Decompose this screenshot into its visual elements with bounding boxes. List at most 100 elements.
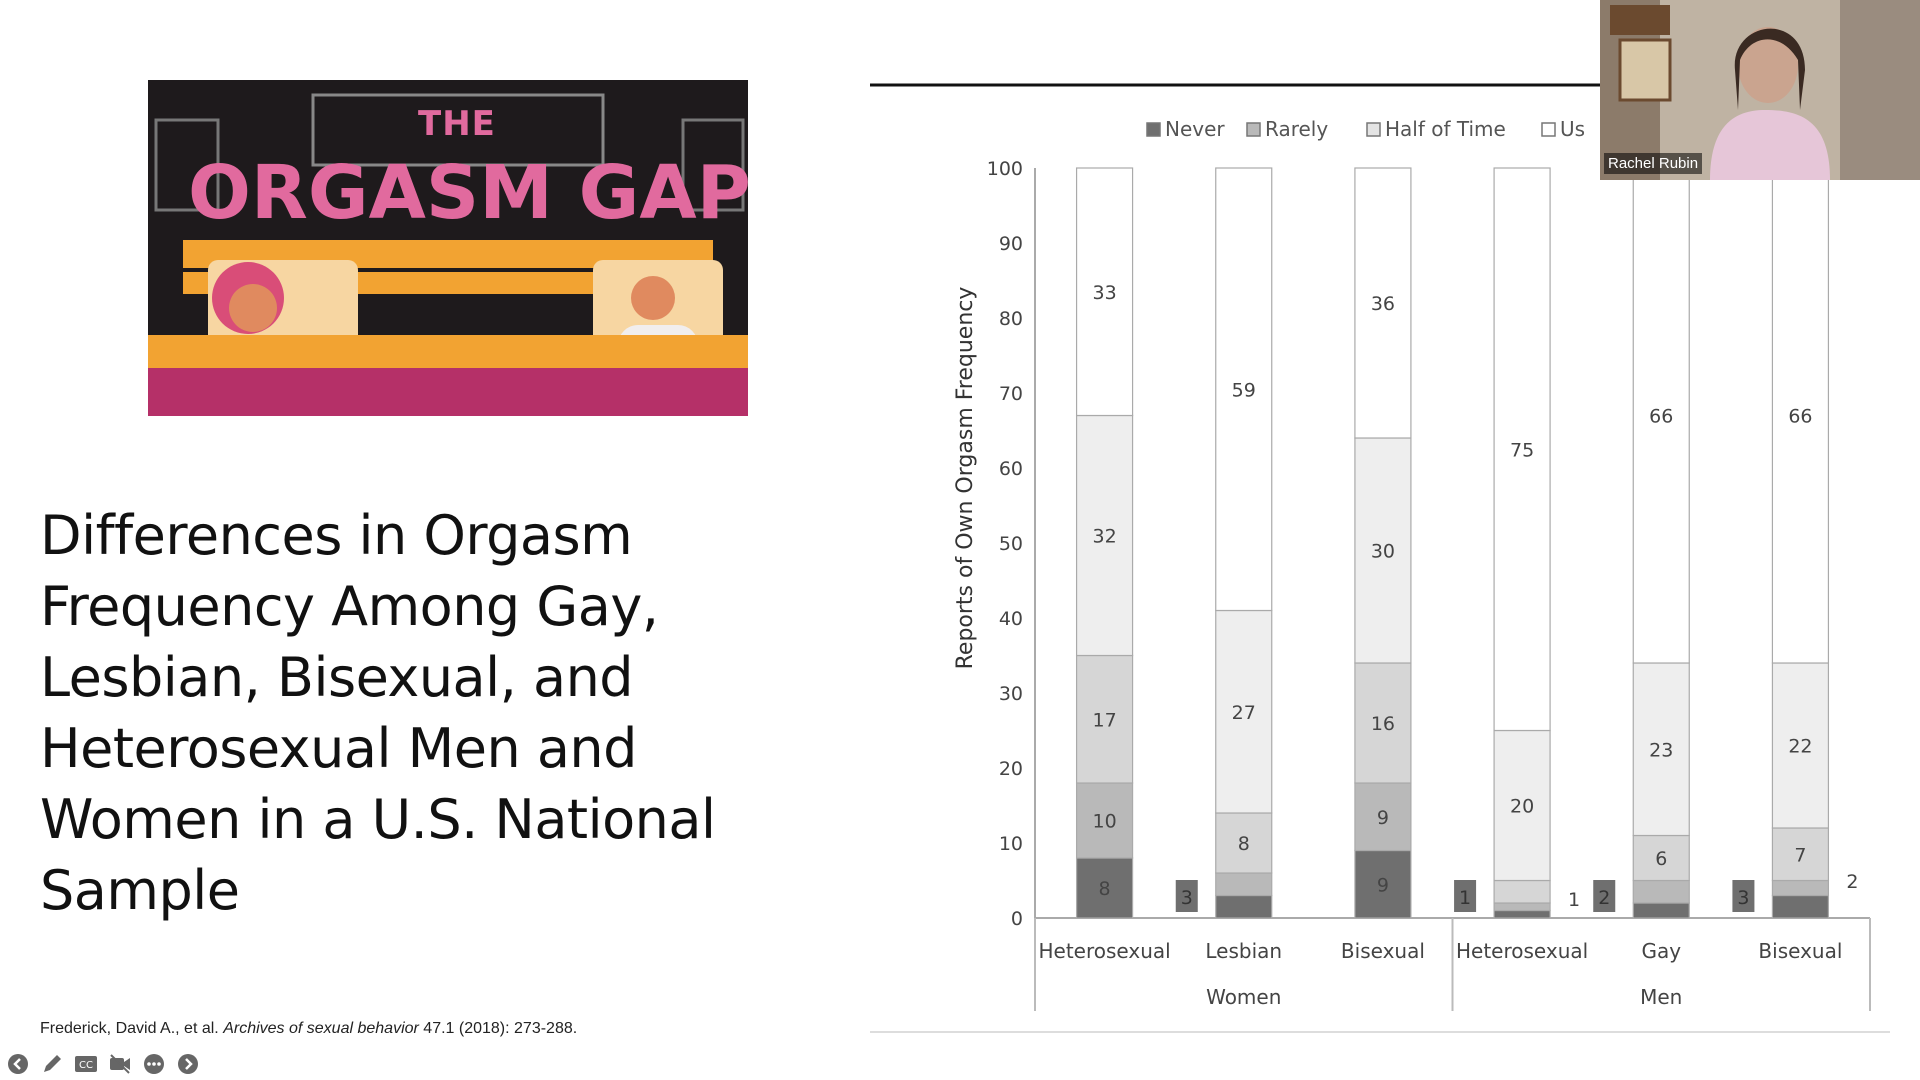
- y-tick-label: 70: [999, 383, 1023, 405]
- citation-journal: Archives of sexual behavior: [223, 1020, 419, 1037]
- bar-data-label: 66: [1649, 406, 1673, 428]
- bar-segment: [1771, 827, 1830, 882]
- video-off-icon: [110, 1054, 130, 1074]
- participant-name: Rachel Rubin: [1604, 153, 1703, 174]
- never-callout-label: 3: [1737, 887, 1749, 909]
- x-group-label: Women: [1206, 985, 1281, 1009]
- bar-segment: [1354, 662, 1412, 784]
- bar-data-label: 9: [1377, 874, 1389, 896]
- bar-segment: [1493, 729, 1551, 882]
- bar-data-label: 36: [1371, 293, 1395, 315]
- never-callout-box: [1732, 880, 1755, 912]
- legend-label: Rarely: [1265, 117, 1328, 141]
- bar-data-label: 59: [1232, 379, 1256, 401]
- bar-data-label: 32: [1092, 526, 1116, 548]
- bar-segment: [1632, 834, 1690, 882]
- citation-details: 47.1 (2018): 273-288.: [418, 1020, 578, 1037]
- webcam-video-tile[interactable]: Rachel Rubin: [1600, 0, 1920, 180]
- poster-title-small: THE: [418, 104, 496, 144]
- previous-slide-button[interactable]: [4, 1052, 32, 1076]
- never-callout-box: [1593, 880, 1616, 912]
- rarely-callout-label: 1: [1568, 889, 1580, 911]
- never-callout-label: 2: [1598, 887, 1610, 909]
- pencil-icon: [44, 1055, 61, 1072]
- bar-segment: [1075, 167, 1134, 417]
- cc-icon: CC: [75, 1056, 97, 1072]
- more-options-button[interactable]: [140, 1052, 168, 1076]
- y-tick-label: 60: [999, 458, 1023, 480]
- x-category-label: Bisexual: [1758, 939, 1842, 963]
- never-callout-box: [1454, 880, 1477, 912]
- bar-data-label: 33: [1092, 282, 1116, 304]
- bar-data-label: 8: [1238, 833, 1250, 855]
- x-category-label: Heterosexual: [1456, 939, 1588, 963]
- camera-button[interactable]: [106, 1052, 134, 1076]
- y-tick-label: 50: [999, 533, 1023, 555]
- bar-data-label: 9: [1377, 807, 1389, 829]
- bar-segment: [1215, 609, 1273, 814]
- citation-authors: Frederick, David A., et al.: [40, 1020, 224, 1037]
- bar-data-label: 75: [1510, 439, 1534, 461]
- x-category-label: Bisexual: [1341, 939, 1425, 963]
- slide-title: Differences in Orgasm Frequency Among Ga…: [40, 504, 716, 922]
- bar-segment: [1215, 812, 1273, 874]
- presentation-controls: CC: [4, 1052, 202, 1076]
- y-tick-label: 40: [999, 608, 1023, 630]
- y-tick-label: 10: [999, 833, 1023, 855]
- orgasm-gap-poster-image: THE ORGASM GAP: [148, 80, 748, 416]
- y-tick-label: 100: [987, 158, 1023, 180]
- y-tick-label: 80: [999, 308, 1023, 330]
- bar-segment: [1075, 782, 1134, 859]
- y-axis-title: Reports of Own Orgasm Frequency: [953, 287, 978, 670]
- bar-segment: [1771, 879, 1830, 897]
- citation: Frederick, David A., et al. Archives of …: [40, 1020, 577, 1038]
- pen-button[interactable]: [38, 1052, 66, 1076]
- captions-button[interactable]: CC: [72, 1052, 100, 1076]
- arrow-right-icon: [178, 1054, 198, 1074]
- bar-segment: [1354, 437, 1412, 664]
- bar-data-label: 17: [1092, 709, 1116, 731]
- never-callout-label: 1: [1459, 887, 1471, 909]
- y-tick-label: 30: [999, 683, 1023, 705]
- bar-segment: [1632, 879, 1690, 904]
- bar-data-label: 30: [1371, 541, 1395, 563]
- legend-label: Us: [1560, 117, 1585, 141]
- bar-data-label: 16: [1371, 713, 1395, 735]
- x-category-label: Heterosexual: [1038, 939, 1170, 963]
- bar-data-label: 66: [1788, 406, 1812, 428]
- poster-illustration: [148, 80, 748, 416]
- bar-segment: [1215, 167, 1273, 612]
- bar-data-label: 27: [1232, 702, 1256, 724]
- webcam-feed: [1600, 0, 1920, 180]
- bar-segment: [1632, 167, 1690, 664]
- bar-segment: [1354, 167, 1412, 439]
- bar-segment: [1493, 902, 1551, 912]
- more-icon: [144, 1054, 164, 1074]
- legend-swatch: [1366, 122, 1381, 137]
- legend-label: Half of Time: [1385, 117, 1506, 141]
- rarely-callout-label: 2: [1846, 871, 1858, 893]
- bar-segment: [1215, 872, 1273, 897]
- poster-title-main: ORGASM GAP: [188, 150, 748, 236]
- bar-segment: [1771, 167, 1830, 664]
- bar-segment: [1354, 782, 1412, 852]
- legend-swatch: [1246, 122, 1261, 137]
- next-slide-button[interactable]: [174, 1052, 202, 1076]
- bar-segment: [1215, 894, 1273, 919]
- chart-svg: Never Rarely Half of Time Us 0 10 20 30 40 50 60 70…: [870, 83, 1900, 1033]
- bar-segment: [1493, 909, 1551, 919]
- bar-data-label: 10: [1092, 811, 1116, 833]
- bar-segment: [1632, 662, 1690, 837]
- x-category-label: Gay: [1641, 939, 1681, 963]
- x-category-label: Lesbian: [1205, 939, 1282, 963]
- legend-swatch: [1146, 122, 1161, 137]
- y-tick-label: 0: [1011, 908, 1023, 930]
- bar-segment: [1771, 662, 1830, 829]
- bar-segment: [1493, 167, 1551, 732]
- bar-data-label: 6: [1655, 848, 1667, 870]
- stacked-bar-chart: Never Rarely Half of Time Us 0 10 20 30 40 50 60 70…: [860, 70, 1900, 1050]
- legend-label: Never: [1165, 117, 1225, 141]
- never-callout-label: 3: [1181, 887, 1193, 909]
- bar-segment: [1493, 879, 1551, 904]
